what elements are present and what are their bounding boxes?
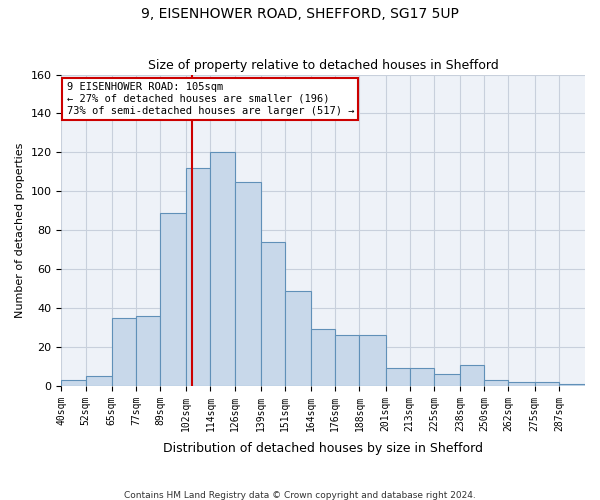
Text: Contains HM Land Registry data © Crown copyright and database right 2024.: Contains HM Land Registry data © Crown c…	[124, 490, 476, 500]
Title: Size of property relative to detached houses in Shefford: Size of property relative to detached ho…	[148, 59, 499, 72]
Text: 9, EISENHOWER ROAD, SHEFFORD, SG17 5UP: 9, EISENHOWER ROAD, SHEFFORD, SG17 5UP	[141, 8, 459, 22]
Bar	[508, 382, 535, 386]
Bar	[86, 376, 112, 386]
Bar	[559, 384, 585, 386]
Bar	[410, 368, 434, 386]
Text: 9 EISENHOWER ROAD: 105sqm
← 27% of detached houses are smaller (196)
73% of semi: 9 EISENHOWER ROAD: 105sqm ← 27% of detac…	[67, 82, 354, 116]
Bar	[434, 374, 460, 386]
Bar	[235, 182, 261, 386]
Bar	[186, 168, 211, 386]
Bar	[261, 242, 285, 386]
Bar	[285, 290, 311, 386]
Bar	[136, 316, 160, 386]
Bar	[386, 368, 410, 386]
Bar	[484, 380, 508, 386]
Y-axis label: Number of detached properties: Number of detached properties	[15, 142, 25, 318]
Bar	[211, 152, 235, 386]
Bar	[311, 330, 335, 386]
Bar	[460, 364, 484, 386]
Bar	[535, 382, 559, 386]
Bar	[335, 336, 359, 386]
Bar	[61, 380, 86, 386]
X-axis label: Distribution of detached houses by size in Shefford: Distribution of detached houses by size …	[163, 442, 483, 455]
Bar	[160, 212, 186, 386]
Bar	[359, 336, 386, 386]
Bar	[112, 318, 136, 386]
